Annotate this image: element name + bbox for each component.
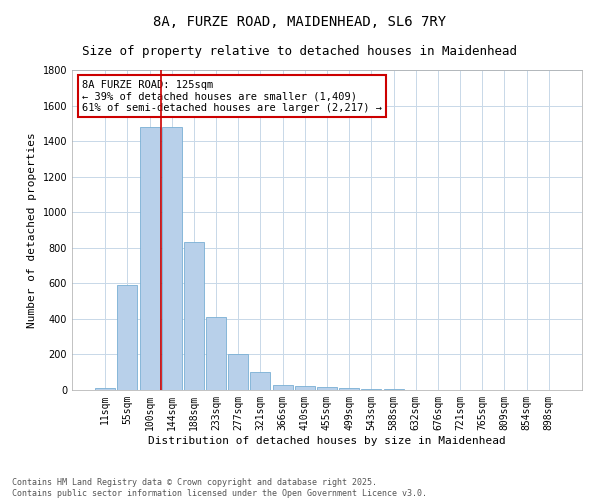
Text: Size of property relative to detached houses in Maidenhead: Size of property relative to detached ho… — [83, 45, 517, 58]
Bar — [118, 285, 137, 390]
Bar — [250, 372, 271, 390]
Bar — [95, 388, 115, 390]
Bar — [140, 127, 160, 390]
Bar — [162, 127, 182, 390]
Text: 8A FURZE ROAD: 125sqm
← 39% of detached houses are smaller (1,409)
61% of semi-d: 8A FURZE ROAD: 125sqm ← 39% of detached … — [82, 80, 382, 113]
X-axis label: Distribution of detached houses by size in Maidenhead: Distribution of detached houses by size … — [148, 436, 506, 446]
Bar — [295, 386, 315, 390]
Bar — [272, 384, 293, 390]
Text: 8A, FURZE ROAD, MAIDENHEAD, SL6 7RY: 8A, FURZE ROAD, MAIDENHEAD, SL6 7RY — [154, 15, 446, 29]
Bar — [206, 317, 226, 390]
Bar — [228, 354, 248, 390]
Text: Contains HM Land Registry data © Crown copyright and database right 2025.
Contai: Contains HM Land Registry data © Crown c… — [12, 478, 427, 498]
Y-axis label: Number of detached properties: Number of detached properties — [27, 132, 37, 328]
Bar — [361, 389, 382, 390]
Bar — [184, 242, 204, 390]
Bar — [339, 388, 359, 390]
Bar — [317, 388, 337, 390]
